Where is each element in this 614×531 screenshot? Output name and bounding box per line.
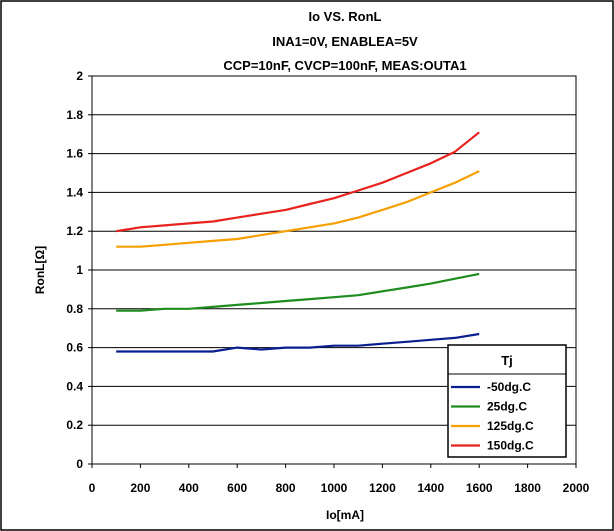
x-tick-label: 0 [89,481,96,495]
legend-label: 150dg.C [487,439,534,453]
x-tick-label: 400 [179,481,199,495]
x-tick-label: 600 [227,481,247,495]
legend-box [447,344,567,458]
chart-title-line-3: CCP=10nF, CVCP=100nF, MEAS:OUTA1 [223,58,466,73]
y-tick-label: 0.8 [66,302,83,316]
chart-title-line-1: Io VS. RonL [309,9,382,24]
legend-label: 125dg.C [487,419,534,433]
chart-title-line-2: INA1=0V, ENABLEA=5V [272,34,418,49]
y-tick-label: 1 [76,263,83,277]
y-tick-label: 1.2 [66,224,83,238]
legend-label: -50dg.C [487,380,531,394]
x-tick-label: 1600 [466,481,493,495]
y-tick-label: 0 [76,457,83,471]
y-tick-label: 1.6 [66,147,83,161]
y-tick-label: 0.4 [66,379,83,393]
x-tick-labels: 0 200 400 600 800 1000 1200 1400 1600 1800 2000 [89,464,590,495]
x-tick-label: 200 [130,481,150,495]
series-line-25dg-c [116,272,480,312]
series-lines [116,131,480,353]
x-tick-label: 1200 [369,481,396,495]
legend: Tj -50dg.C 25dg.C 125dg.C 150dg.C [447,344,567,458]
x-tick-label: 1400 [417,481,444,495]
y-tick-label: 1.4 [66,185,83,199]
x-tick-label: 1800 [514,481,541,495]
y-tick-label: 1.8 [66,108,83,122]
legend-title: Tj [501,353,513,368]
series-line-125dg-c [116,170,480,248]
y-tick-label: 0.6 [66,341,83,355]
y-tick-labels: 0 0.2 0.4 0.6 0.8 1 1.2 1.4 1.6 1.8 2 [66,69,92,471]
series-line--50dg-c [116,332,480,353]
x-tick-label: 1000 [321,481,348,495]
y-axis-label: RonL[Ω] [33,246,47,294]
x-axis-label: Io[mA] [326,508,364,522]
x-tick-label: 2000 [563,481,590,495]
series-line-150dg-c [116,131,480,233]
x-tick-label: 800 [276,481,296,495]
legend-items: -50dg.C 25dg.C 125dg.C 150dg.C [451,380,534,453]
y-tick-label: 2 [76,69,83,83]
y-tick-label: 0.2 [66,418,83,432]
legend-label: 25dg.C [487,400,527,414]
